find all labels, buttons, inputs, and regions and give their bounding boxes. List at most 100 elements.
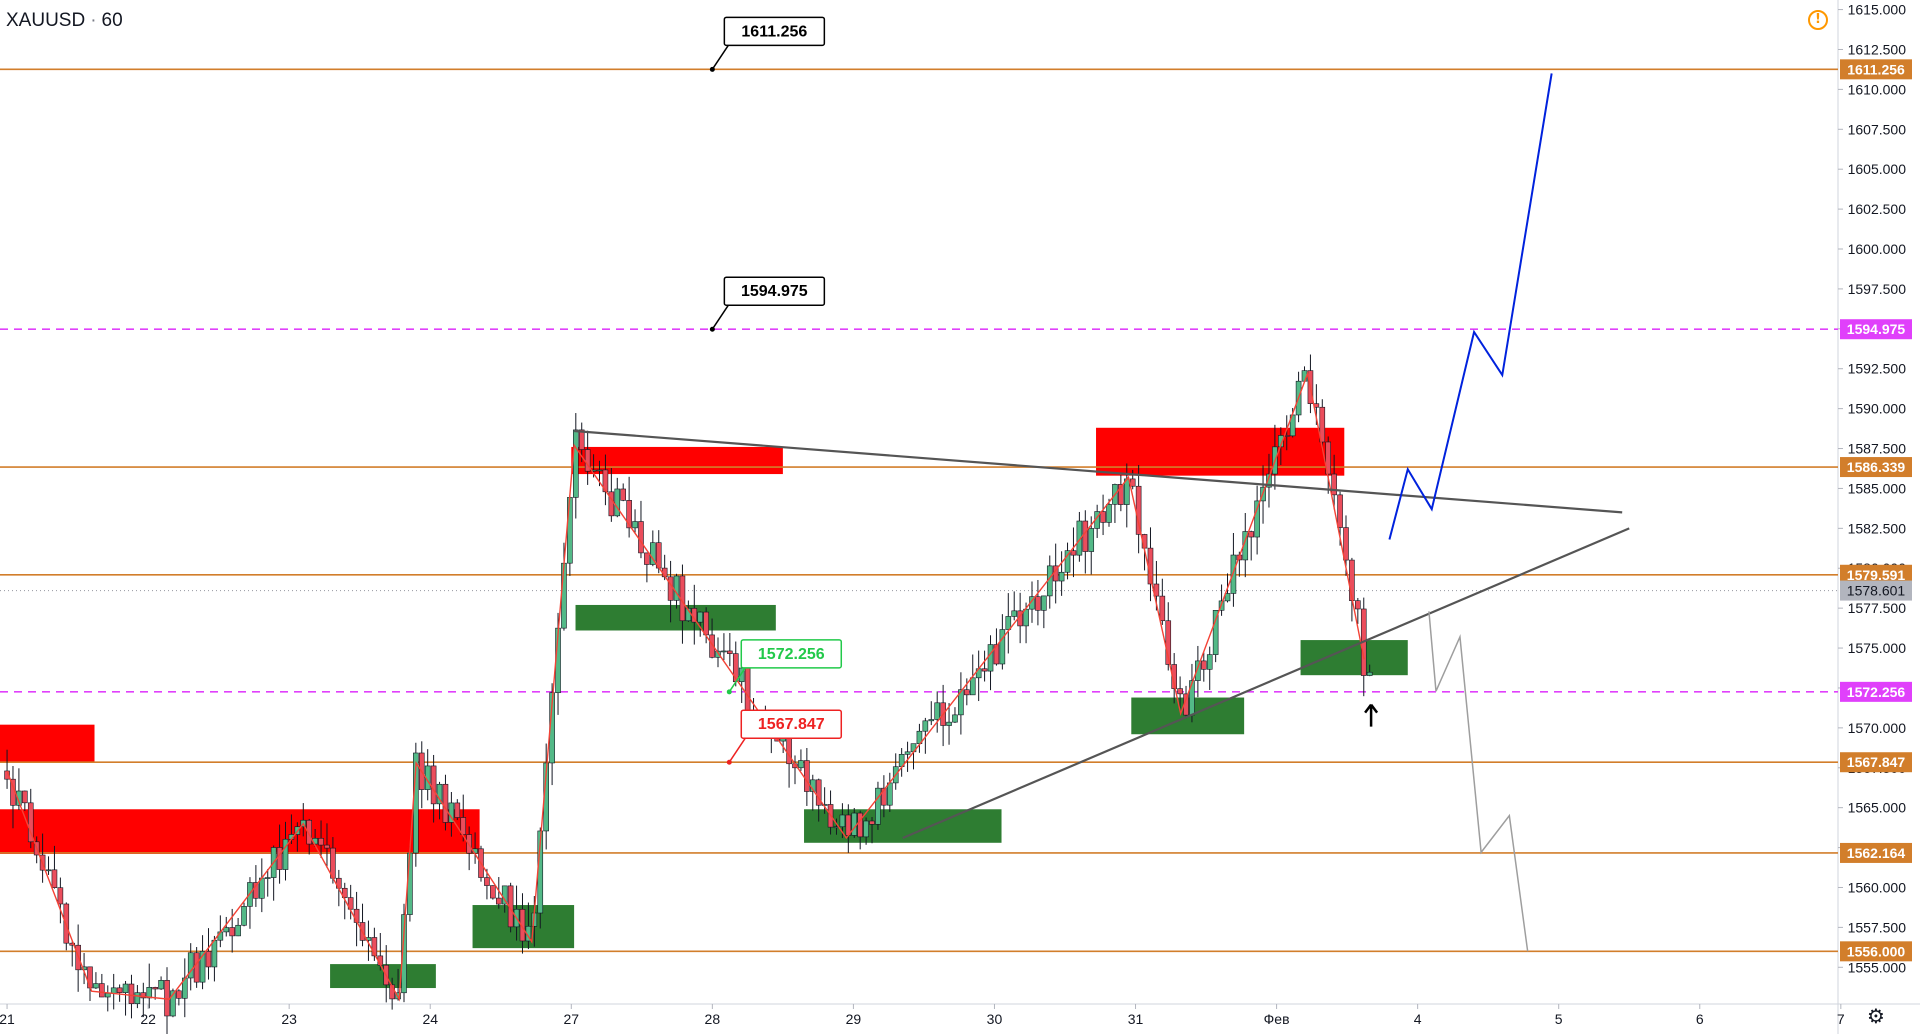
price-tag-label: 1579.591 xyxy=(1847,567,1906,583)
candle-body xyxy=(715,650,721,658)
symbol-title[interactable]: XAUUSD · 60 xyxy=(6,10,123,32)
gear-icon[interactable]: ⚙ xyxy=(1867,1004,1885,1028)
candle-body xyxy=(839,814,846,828)
candle-body xyxy=(727,650,733,654)
candle-body xyxy=(176,990,182,999)
y-tick-label: 1557.500 xyxy=(1848,919,1907,935)
candle-body xyxy=(1230,554,1237,594)
candle-body xyxy=(45,869,52,872)
candle-body xyxy=(170,990,176,1017)
candle-body xyxy=(1159,595,1166,622)
candle-body xyxy=(264,877,271,879)
callout-text: 1611.256 xyxy=(741,23,807,40)
candle-body xyxy=(946,721,952,726)
bullish-projection xyxy=(1388,73,1553,540)
price-tag xyxy=(1840,564,1912,585)
y-tick-label: 1582.500 xyxy=(1848,520,1907,536)
y-tick-label: 1590.000 xyxy=(1848,401,1907,417)
candle-body xyxy=(158,980,164,990)
candle-body xyxy=(104,993,111,998)
resistance-zone xyxy=(1096,427,1345,476)
candle-body xyxy=(519,909,526,942)
callout-anchor xyxy=(709,66,715,72)
candle-body xyxy=(709,634,715,658)
candle-body xyxy=(306,819,313,845)
resistance-zone xyxy=(571,446,783,475)
y-tick-label: 1592.500 xyxy=(1848,361,1907,377)
x-tick-label: 21 xyxy=(0,1011,15,1027)
y-tick-label: 1607.500 xyxy=(1848,121,1907,137)
candle-body xyxy=(952,714,958,723)
price-tag-label: 1572.256 xyxy=(1847,684,1906,700)
y-tick-label: 1575.000 xyxy=(1848,640,1907,656)
candle-body xyxy=(205,950,212,968)
symbol-name[interactable]: XAUUSD xyxy=(6,10,86,31)
callout-text: 1594.975 xyxy=(741,283,808,300)
candle-body xyxy=(1070,550,1077,556)
y-tick-label: 1597.500 xyxy=(1848,281,1907,297)
candle-body xyxy=(993,644,1000,665)
callout-anchor xyxy=(709,326,715,332)
candle-body xyxy=(229,927,235,937)
price-tag xyxy=(1840,319,1912,340)
candle-body xyxy=(57,887,64,905)
callout-pointer xyxy=(711,44,729,70)
candle-body xyxy=(578,429,585,450)
x-tick-label: 29 xyxy=(846,1011,862,1027)
candle-body xyxy=(922,720,929,732)
callout-pointer xyxy=(711,304,729,330)
price-tag-label: 1562.164 xyxy=(1847,845,1906,861)
price-tag xyxy=(1840,59,1912,80)
x-tick-label: 22 xyxy=(140,1011,156,1027)
candle-body xyxy=(673,575,680,601)
candle-body xyxy=(235,924,241,937)
callout-pointer xyxy=(728,667,746,693)
candle-body xyxy=(454,802,461,818)
y-tick-label: 1585.000 xyxy=(1848,480,1907,496)
callout-anchor xyxy=(726,689,732,695)
candle-body xyxy=(253,882,259,899)
candle-body xyxy=(371,937,378,957)
candle-body xyxy=(981,668,988,672)
candle-body xyxy=(697,611,704,623)
candle-body xyxy=(1011,610,1018,617)
candle-body xyxy=(140,992,147,999)
candle-body xyxy=(620,488,626,501)
price-tag-label: 1611.256 xyxy=(1847,61,1905,77)
y-tick-label: 1612.500 xyxy=(1848,41,1907,57)
candle-body xyxy=(869,820,875,825)
candle-body xyxy=(211,939,218,968)
candle-body xyxy=(987,644,994,672)
candle-body xyxy=(573,429,579,498)
candle-body xyxy=(1106,504,1112,523)
candle-body xyxy=(851,812,858,836)
candle-body xyxy=(567,497,573,564)
warning-icon[interactable]: ! xyxy=(1808,10,1828,30)
resistance-zone xyxy=(0,809,480,854)
callout-box xyxy=(723,16,826,47)
price-tag-label: 1586.339 xyxy=(1847,459,1906,475)
candle-body xyxy=(644,552,650,565)
price-tag-label: 1594.975 xyxy=(1847,321,1906,337)
y-tick-label: 1610.000 xyxy=(1848,81,1907,97)
candle-body xyxy=(863,820,869,838)
x-tick-label: 31 xyxy=(1128,1011,1144,1027)
candle-body xyxy=(1355,600,1361,610)
candle-body xyxy=(199,950,206,983)
candle-body xyxy=(638,521,644,554)
candle-body xyxy=(857,812,863,838)
y-tick-label: 1565.000 xyxy=(1848,800,1907,816)
x-tick-label: 6 xyxy=(1696,1011,1704,1027)
price-tag xyxy=(1840,842,1912,863)
arrow-up-icon xyxy=(1364,703,1379,727)
candle-body xyxy=(146,987,153,999)
candle-body xyxy=(490,885,496,899)
candle-body xyxy=(1212,610,1219,655)
y-tick-label: 1602.500 xyxy=(1848,201,1907,217)
candle-body xyxy=(1177,688,1183,695)
candle-body xyxy=(128,983,135,1004)
candle-body xyxy=(282,838,289,870)
interval-label[interactable]: 60 xyxy=(101,10,123,31)
